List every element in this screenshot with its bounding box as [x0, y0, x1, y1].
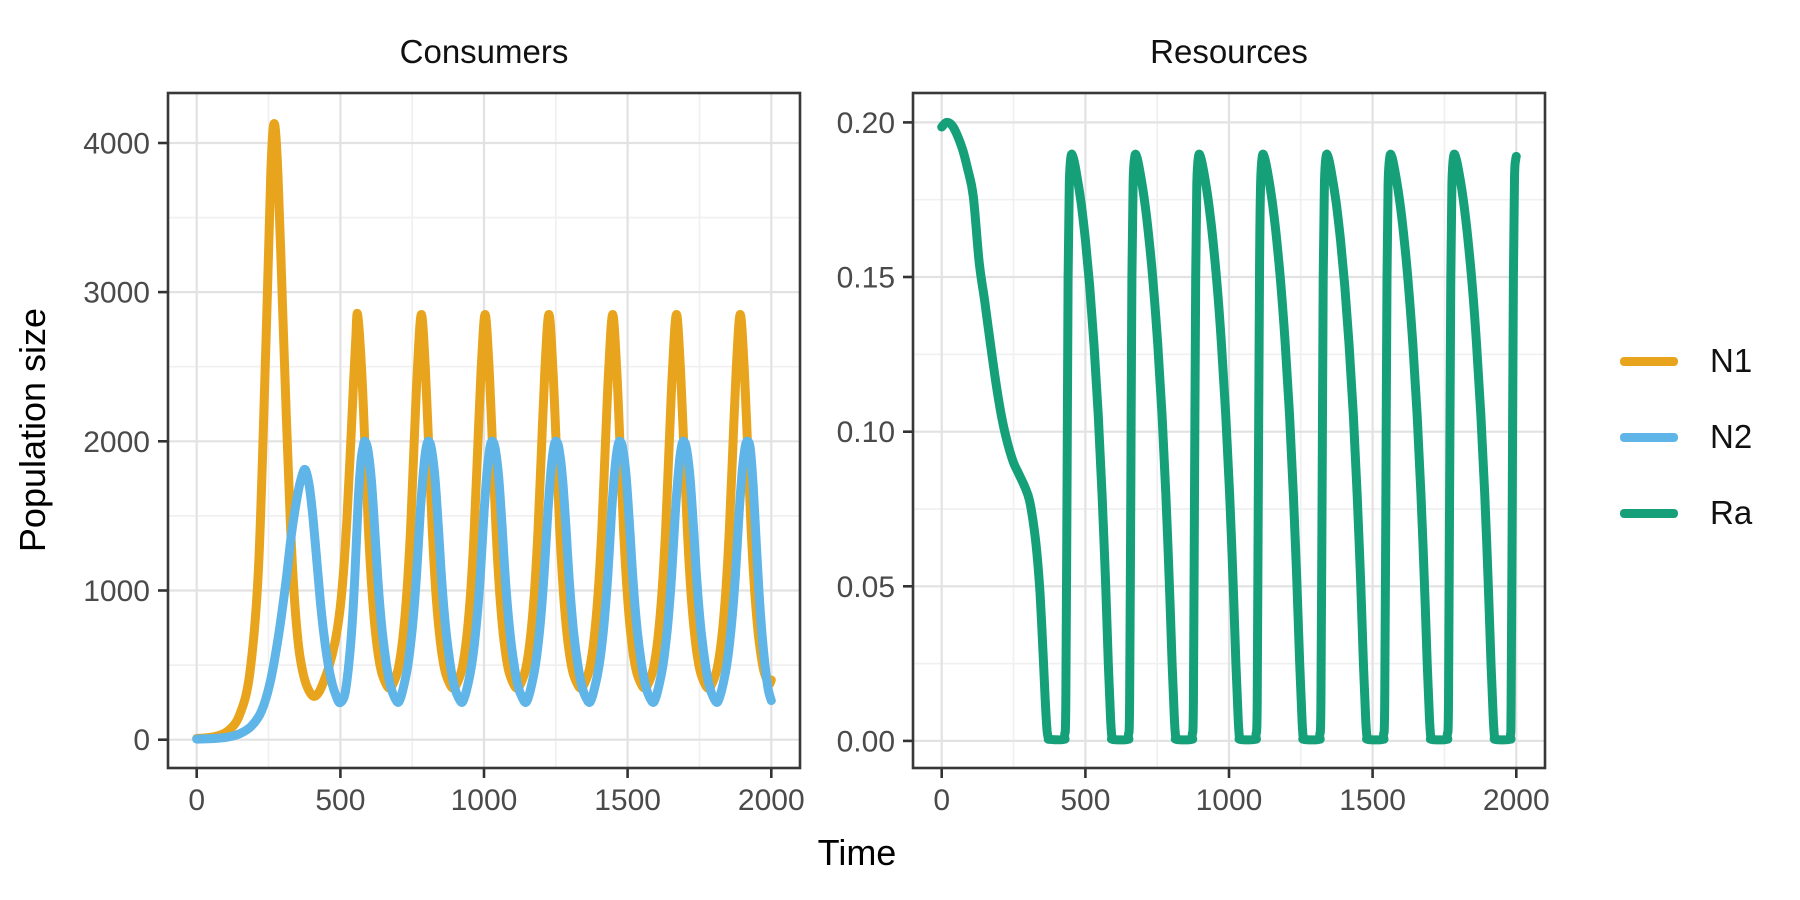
series-Ra-line: [937, 117, 1521, 745]
series-N1-line: [192, 119, 776, 743]
consumers-panel: 0 500 1000 1500 2000 0 1000 2000 3000 4000: [83, 91, 805, 817]
resources-panel: 0 500 1000 1500 2000 0.00 0.05 0.10 0.15 0.20: [837, 91, 1550, 817]
y-tick-label: 0.10: [837, 416, 895, 449]
panel-title-consumers: Consumers: [399, 33, 569, 70]
y-tick-label: 0.05: [837, 571, 895, 604]
y-tick-label: 1000: [83, 575, 150, 608]
y-tick-label: 3000: [83, 277, 150, 310]
legend-item-Ra: Ra: [1620, 493, 1752, 533]
y-axis-title: Population size: [12, 307, 53, 553]
x-tick-label: 0: [933, 784, 950, 817]
x-tick-label: 1500: [1339, 784, 1406, 817]
y-tick-label: 4000: [83, 128, 150, 161]
legend-swatch-Ra-line: [1620, 508, 1678, 518]
x-axis-title: Time: [817, 832, 897, 873]
legend-item-N2: N2: [1620, 417, 1752, 457]
y-tick-label: 0: [133, 724, 150, 757]
legend-item-N1: N1: [1620, 341, 1752, 381]
x-tick-label: 500: [315, 784, 365, 817]
x-tick-label: 500: [1060, 784, 1110, 817]
y-tick-label: 2000: [83, 426, 150, 459]
x-tick-label: 1000: [451, 784, 518, 817]
x-tick-label: 1000: [1196, 784, 1263, 817]
x-tick-label: 2000: [738, 784, 805, 817]
legend-swatch-N1-line: [1620, 356, 1678, 366]
legend-label-N1: N1: [1710, 342, 1753, 379]
legend-label-N2: N2: [1710, 418, 1753, 455]
y-tick-label: 0.15: [837, 262, 895, 295]
y-tick-label: 0.20: [837, 107, 895, 140]
x-tick-label: 0: [188, 784, 205, 817]
x-tick-label: 2000: [1483, 784, 1550, 817]
legend-label-Ra: Ra: [1710, 494, 1753, 531]
panel-title-resources: Resources: [1150, 33, 1308, 70]
series-N2-line: [192, 436, 776, 744]
consumers-panel-border: [166, 91, 802, 770]
x-tick-label: 1500: [594, 784, 661, 817]
resources-panel-border: [911, 91, 1547, 770]
y-tick-label: 0.00: [837, 725, 895, 758]
legend-swatch-N2-line: [1620, 432, 1678, 442]
